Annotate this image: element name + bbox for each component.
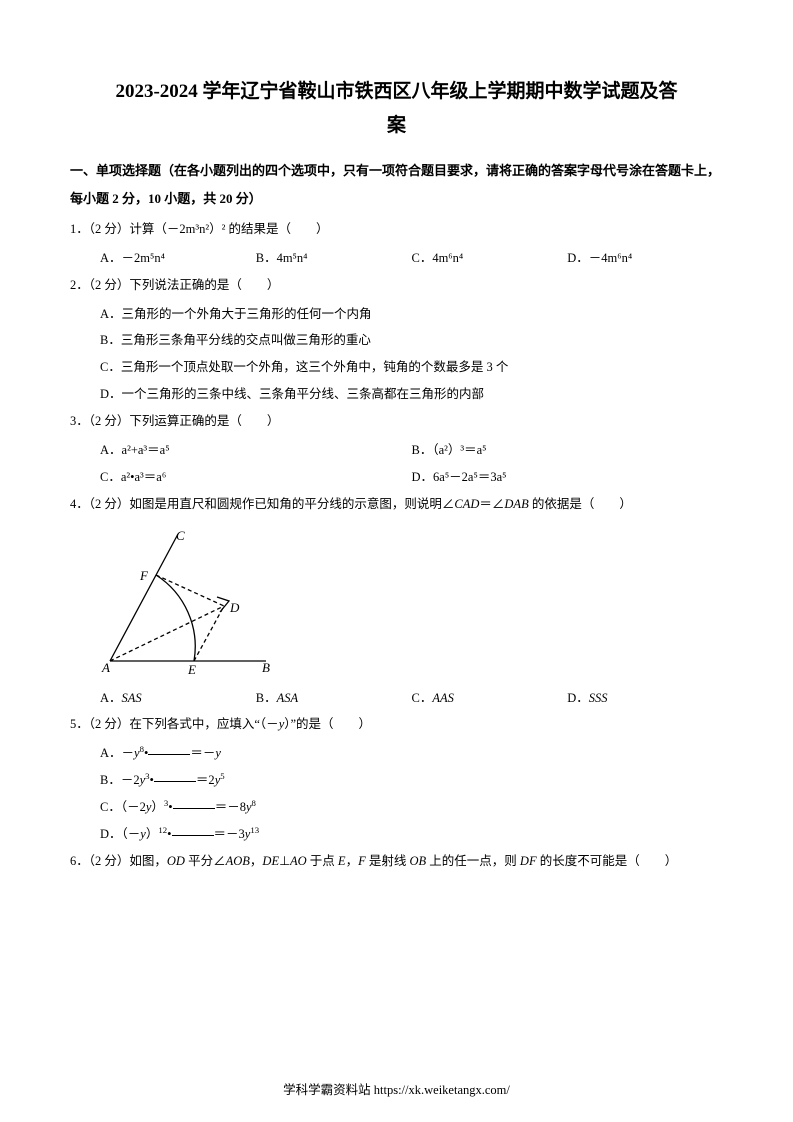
q4a-pre: A． [100, 691, 122, 705]
q4b-i: ASA [277, 691, 299, 705]
q6-i5: E [338, 854, 346, 868]
q4-stem-mid: ＝∠ [479, 497, 504, 511]
label-D: D [229, 600, 240, 615]
q5-stem-post: ）”的是（ ） [284, 717, 371, 731]
q5d-mid: • [167, 827, 171, 841]
label-E: E [187, 662, 196, 676]
q2-option-b: B．三角形三条角平分线的交点叫做三角形的重心 [70, 327, 723, 354]
q6-i7: OB [409, 854, 426, 868]
q5d-close: ） [146, 827, 159, 841]
q4c-pre: C． [412, 691, 433, 705]
q5c-mid: • [168, 800, 172, 814]
title-line-2: 案 [70, 109, 723, 143]
q5c-close: ） [151, 800, 164, 814]
label-C: C [176, 528, 185, 543]
q5b-mid: • [150, 773, 154, 787]
q4-option-c: C．AAS [412, 685, 568, 712]
q6-m3: ⊥ [279, 854, 290, 868]
q5b-sup2: 5 [220, 771, 224, 781]
q5-stem-pre: 5．（2 分）在下列各式中，应填入“（－ [70, 717, 279, 731]
page-footer: 学科学霸资料站 https://xk.weiketangx.com/ [0, 1079, 793, 1098]
q4-stem: 4．（2 分）如图是用直尺和圆规作已知角的平分线的示意图，则说明∠CAD＝∠DA… [70, 491, 723, 518]
blank-fill [154, 781, 196, 782]
q4-options: A．SAS B．ASA C．AAS D．SSS [70, 685, 723, 712]
angle-bisector-figure: A B E C F D [98, 526, 278, 676]
q6-m1: 平分∠ [185, 854, 226, 868]
q4-stem-i2: DAB [504, 497, 528, 511]
q4-stem-pre: 4．（2 分）如图是用直尺和圆规作已知角的平分线的示意图，则说明∠ [70, 497, 454, 511]
label-A: A [101, 660, 110, 675]
q6-post: 的长度不可能是（ ） [537, 854, 678, 868]
q5b-pre: B．－2 [100, 773, 140, 787]
q2-option-a: A．三角形的一个外角大于三角形的任何一个内角 [70, 301, 723, 328]
q4-diagram: A B E C F D [98, 526, 723, 681]
q6-i6: F [358, 854, 366, 868]
q1-stem: 1．（2 分）计算（－2m³n²）² 的结果是（ ） [70, 216, 723, 243]
q1-option-b: B．4m⁵n⁴ [256, 245, 412, 272]
q2-option-c: C．三角形一个顶点处取一个外角，这三个外角中，钝角的个数最多是 3 个 [70, 354, 723, 381]
q6-i8: DF [520, 854, 537, 868]
q5d-sup2: 13 [250, 825, 259, 835]
q5a-pre: A．－ [100, 746, 134, 760]
q2-stem: 2．（2 分）下列说法正确的是（ ） [70, 272, 723, 299]
q6-m4: 于点 [307, 854, 338, 868]
title-line-1: 2023-2024 学年辽宁省鞍山市铁西区八年级上学期期中数学试题及答 [70, 75, 723, 109]
q5-option-c: C．（－2y）3•＝－8y8 [70, 794, 723, 821]
q5d-pre: D．（－ [100, 827, 140, 841]
q6-pre: 6．（2 分）如图， [70, 854, 167, 868]
q5-option-a: A．－y8•＝－y [70, 740, 723, 767]
q5c-sup3: 8 [252, 798, 256, 808]
blank-fill [173, 808, 215, 809]
q6-i4: AO [290, 854, 307, 868]
q4b-pre: B． [256, 691, 277, 705]
q5d-post: ＝－3 [214, 827, 245, 841]
q5a-i2: y [215, 746, 221, 760]
q5d-sup1: 12 [158, 825, 167, 835]
q3-options-row2: C．a²•a³＝a⁶ D．6a⁵－2a⁵＝3a⁵ [70, 464, 723, 491]
q6-i3: DE [262, 854, 279, 868]
q1-option-a: A．－2m⁵n⁴ [100, 245, 256, 272]
q5c-post: ＝－8 [215, 800, 246, 814]
q4-option-a: A．SAS [100, 685, 256, 712]
q1-option-c: C．4m⁶n⁴ [412, 245, 568, 272]
q5a-post: ＝－ [190, 746, 215, 760]
label-F: F [139, 568, 149, 583]
q6-m5: ， [346, 854, 359, 868]
q3-stem: 3．（2 分）下列运算正确的是（ ） [70, 408, 723, 435]
q1-options: A．－2m⁵n⁴ B．4m⁵n⁴ C．4m⁶n⁴ D．－4m⁶n⁴ [70, 245, 723, 272]
q2-option-d: D．一个三角形的三条中线、三条角平分线、三条高都在三角形的内部 [70, 381, 723, 408]
q4a-i: SAS [122, 691, 142, 705]
q6-m2: ， [250, 854, 263, 868]
q4-stem-i1: CAD [454, 497, 479, 511]
q4-option-b: B．ASA [256, 685, 412, 712]
q6-i2: AOB [226, 854, 250, 868]
q4d-i: SSS [589, 691, 608, 705]
q6-stem: 6．（2 分）如图，OD 平分∠AOB，DE⊥AO 于点 E，F 是射线 OB … [70, 848, 723, 875]
q6-i1: OD [167, 854, 185, 868]
q5-stem: 5．（2 分）在下列各式中，应填入“（－y）”的是（ ） [70, 711, 723, 738]
q6-m6: 是射线 [366, 854, 410, 868]
q3-option-c: C．a²•a³＝a⁶ [100, 464, 412, 491]
blank-fill [172, 835, 214, 836]
page-title: 2023-2024 学年辽宁省鞍山市铁西区八年级上学期期中数学试题及答 案 [70, 75, 723, 143]
blank-fill [148, 754, 190, 755]
q1-option-d: D．－4m⁶n⁴ [567, 245, 723, 272]
section-heading: 一、单项选择题（在各小题列出的四个选项中，只有一项符合题目要求，请将正确的答案字… [70, 157, 723, 212]
q6-m7: 上的任一点，则 [426, 854, 520, 868]
q4-stem-post: 的依据是（ ） [529, 497, 632, 511]
q4c-i: AAS [432, 691, 454, 705]
q4-option-d: D．SSS [567, 685, 723, 712]
q3-option-a: A．a²+a³＝a⁵ [100, 437, 412, 464]
q5c-pre: C．（－2 [100, 800, 146, 814]
q3-options-row1: A．a²+a³＝a⁵ B．（a²）³＝a⁵ [70, 437, 723, 464]
q5-option-b: B．－2y3•＝2y5 [70, 767, 723, 794]
q5a-mid: • [144, 746, 148, 760]
q3-option-b: B．（a²）³＝a⁵ [412, 437, 724, 464]
q5-option-d: D．（－y）12•＝－3y13 [70, 821, 723, 848]
q5b-post: ＝2 [196, 773, 215, 787]
label-B: B [262, 660, 270, 675]
q4d-pre: D． [567, 691, 589, 705]
q3-option-d: D．6a⁵－2a⁵＝3a⁵ [412, 464, 724, 491]
